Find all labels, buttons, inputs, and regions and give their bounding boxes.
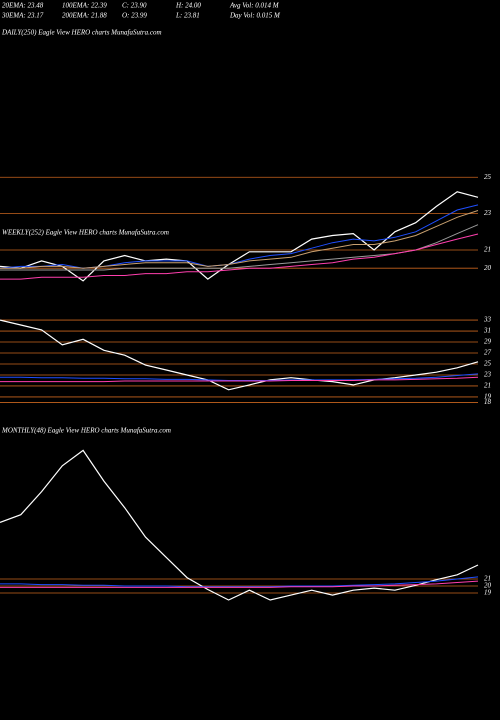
header-stat: 200EMA: 21.88 bbox=[62, 12, 107, 20]
series-line bbox=[0, 210, 479, 269]
chart-title: DAILY(250) Eagle View HERO charts Munafa… bbox=[1, 29, 162, 37]
header-stat: 20EMA: 23.48 bbox=[2, 2, 44, 10]
y-tick-label: 21 bbox=[484, 575, 491, 583]
y-tick-label: 20 bbox=[484, 264, 492, 272]
series-line bbox=[0, 319, 479, 391]
series-line bbox=[0, 449, 479, 601]
y-tick-label: 21 bbox=[484, 382, 491, 390]
chart-title: WEEKLY(252) Eagle View HERO charts Munaf… bbox=[2, 229, 169, 237]
y-tick-label: 21 bbox=[484, 246, 491, 254]
y-tick-label: 29 bbox=[484, 338, 492, 346]
y-tick-label: 20 bbox=[484, 582, 492, 590]
y-tick-label: 23 bbox=[484, 209, 492, 217]
y-tick-label: 33 bbox=[483, 316, 492, 324]
y-tick-label: 25 bbox=[484, 173, 492, 181]
series-line bbox=[0, 376, 479, 383]
header-stat: L: 23.81 bbox=[175, 12, 200, 20]
header-stat: Day Vol: 0.015 M bbox=[229, 12, 281, 20]
series-line bbox=[0, 580, 479, 588]
y-tick-label: 31 bbox=[483, 327, 491, 335]
header-stat: 30EMA: 23.17 bbox=[1, 12, 44, 20]
y-tick-label: 27 bbox=[484, 349, 492, 357]
y-tick-label: 23 bbox=[484, 371, 492, 379]
header-stat: O: 23.99 bbox=[122, 12, 147, 20]
chart-title: MONTHLY(48) Eagle View HERO charts Munaf… bbox=[1, 427, 171, 435]
header-stat: H: 24.00 bbox=[175, 2, 201, 10]
y-tick-label: 19 bbox=[484, 589, 492, 597]
header-stat: Avg Vol: 0.014 M bbox=[229, 2, 280, 10]
y-tick-label: 18 bbox=[484, 398, 492, 406]
y-tick-label: 25 bbox=[484, 360, 492, 368]
y-tick-label: 19 bbox=[484, 393, 492, 401]
header-stat: 100EMA: 22.39 bbox=[62, 2, 107, 10]
series-line bbox=[0, 576, 479, 588]
series-line bbox=[0, 233, 479, 280]
header-stat: C: 23.90 bbox=[122, 2, 147, 10]
series-line bbox=[0, 191, 479, 282]
